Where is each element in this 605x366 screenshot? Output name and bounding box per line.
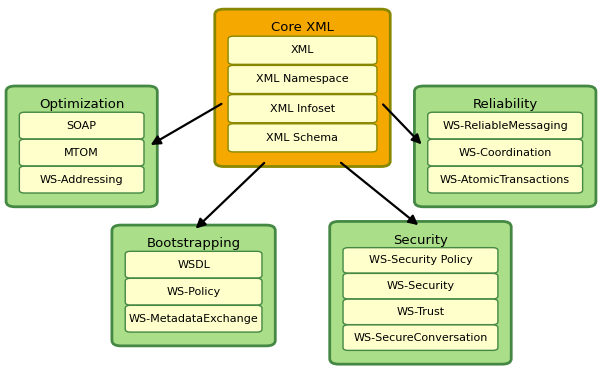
Text: XML Schema: XML Schema xyxy=(266,133,339,143)
Text: MTOM: MTOM xyxy=(64,147,99,158)
FancyBboxPatch shape xyxy=(112,225,275,346)
Text: Bootstrapping: Bootstrapping xyxy=(146,237,241,250)
Text: Security: Security xyxy=(393,234,448,247)
FancyBboxPatch shape xyxy=(228,94,377,123)
Text: WS-Addressing: WS-Addressing xyxy=(40,175,123,184)
Text: SOAP: SOAP xyxy=(67,121,97,131)
FancyBboxPatch shape xyxy=(343,273,498,299)
FancyBboxPatch shape xyxy=(125,278,262,305)
FancyBboxPatch shape xyxy=(343,299,498,325)
FancyBboxPatch shape xyxy=(414,86,596,207)
Text: WSDL: WSDL xyxy=(177,260,210,270)
Text: WS-MetadataExchange: WS-MetadataExchange xyxy=(129,314,258,324)
Text: WS-Coordination: WS-Coordination xyxy=(459,147,552,158)
FancyBboxPatch shape xyxy=(19,139,144,166)
FancyBboxPatch shape xyxy=(228,66,377,94)
Text: WS-ReliableMessaging: WS-ReliableMessaging xyxy=(442,121,568,131)
FancyBboxPatch shape xyxy=(215,9,390,167)
FancyBboxPatch shape xyxy=(19,166,144,193)
FancyBboxPatch shape xyxy=(343,325,498,350)
Text: WS-SecureConversation: WS-SecureConversation xyxy=(353,333,488,343)
FancyBboxPatch shape xyxy=(19,112,144,139)
Text: XML: XML xyxy=(291,45,314,55)
Text: XML Namespace: XML Namespace xyxy=(256,74,349,85)
Text: WS-Security Policy: WS-Security Policy xyxy=(368,255,473,265)
Text: XML Infoset: XML Infoset xyxy=(270,104,335,114)
FancyBboxPatch shape xyxy=(428,166,583,193)
Text: Reliability: Reliability xyxy=(473,98,538,111)
FancyBboxPatch shape xyxy=(428,112,583,139)
FancyBboxPatch shape xyxy=(330,221,511,364)
Text: WS-Trust: WS-Trust xyxy=(396,307,445,317)
FancyBboxPatch shape xyxy=(343,248,498,273)
Text: WS-Security: WS-Security xyxy=(387,281,454,291)
FancyBboxPatch shape xyxy=(228,36,377,64)
Text: WS-AtomicTransactions: WS-AtomicTransactions xyxy=(440,175,571,184)
FancyBboxPatch shape xyxy=(6,86,157,207)
FancyBboxPatch shape xyxy=(125,305,262,332)
FancyBboxPatch shape xyxy=(125,251,262,278)
Text: WS-Policy: WS-Policy xyxy=(166,287,221,297)
Text: Core XML: Core XML xyxy=(271,21,334,34)
Text: Optimization: Optimization xyxy=(39,98,125,111)
FancyBboxPatch shape xyxy=(228,124,377,152)
FancyBboxPatch shape xyxy=(428,139,583,166)
